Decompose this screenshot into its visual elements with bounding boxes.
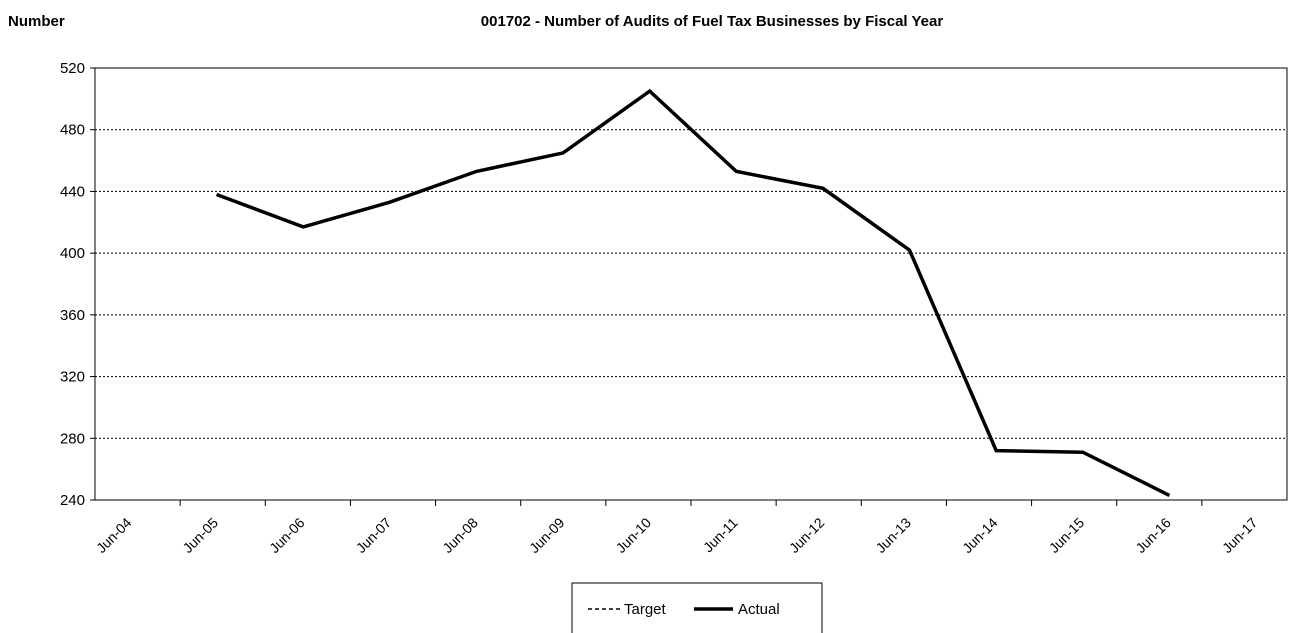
x-tick-label: Jun-09 [526,514,568,556]
legend: Target Actual [571,582,823,633]
y-axis-ticks: 520 480 440 400 360 320 280 240 [60,60,95,509]
y-tick-label: 320 [60,369,85,386]
y-tick-label: 400 [60,245,85,262]
series-layer [215,88,1171,497]
chart-title: 001702 - Number of Audits of Fuel Tax Bu… [481,13,944,30]
y-tick-label: 240 [60,492,85,509]
y-tick-label: 280 [60,430,85,447]
x-tick-label: Jun-10 [613,514,655,556]
y-tick-label: 360 [60,307,85,324]
x-tick-label: Jun-06 [266,514,308,556]
x-tick-label: Jun-14 [959,514,1001,556]
x-tick-label: Jun-04 [93,514,135,556]
x-tick-label: Jun-12 [786,514,828,556]
y-tick-label: 520 [60,60,85,77]
x-tick-label: Jun-15 [1046,514,1088,556]
x-tick-label: Jun-16 [1132,514,1174,556]
y-tick-label: 440 [60,183,85,200]
x-tick-label: Jun-05 [179,514,221,556]
plot-area [94,67,1288,501]
x-tick-label: Jun-17 [1219,514,1261,556]
y-axis-label: Number [8,13,65,30]
x-tick-label: Jun-07 [353,514,395,556]
y-tick-label: 480 [60,122,85,139]
x-tick-label: Jun-11 [700,514,741,555]
legend-actual-label: Actual [738,601,780,618]
x-axis-ticks: Jun-04 Jun-05 Jun-06 Jun-07 Jun-08 Jun-09 Jun-… [93,500,1261,556]
series-line-actual [215,88,1171,497]
gridlines [95,129,1287,439]
legend-target-label: Target [624,601,667,618]
x-tick-label: Jun-13 [872,514,914,556]
x-tick-label: Jun-08 [439,514,481,556]
